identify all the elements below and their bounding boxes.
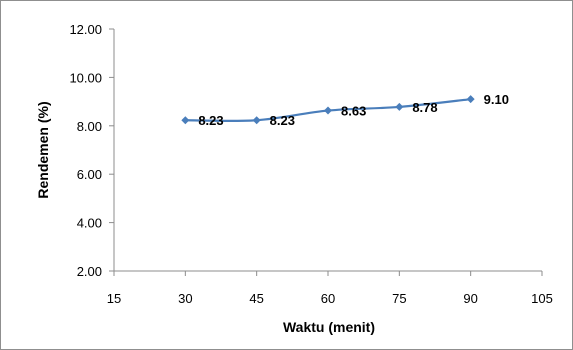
y-tick-label: 4.00 — [77, 216, 102, 231]
x-axis-ticks: 15 30 45 60 75 90 105 — [107, 271, 553, 306]
x-tick-label: 45 — [249, 291, 263, 306]
x-tick-label: 75 — [392, 291, 406, 306]
x-tick-label: 30 — [178, 291, 192, 306]
series-group: 8.23 8.23 8.63 8.78 9.10 — [181, 92, 509, 128]
data-point-marker — [181, 116, 190, 125]
data-point-marker — [324, 106, 332, 115]
data-point-marker — [395, 102, 404, 111]
data-point-marker — [252, 116, 261, 125]
data-label: 8.63 — [341, 104, 366, 119]
data-label: 8.23 — [198, 113, 223, 128]
data-label: 8.78 — [412, 100, 437, 115]
x-axis-title: Waktu (menit) — [283, 319, 375, 335]
y-tick-label: 6.00 — [77, 167, 102, 182]
x-tick-label: 90 — [463, 291, 477, 306]
y-tick-label: 2.00 — [77, 264, 102, 279]
y-tick-label: 8.00 — [77, 119, 102, 134]
data-label: 9.10 — [484, 92, 509, 107]
x-tick-label: 105 — [531, 291, 553, 306]
y-tick-label: 10.00 — [69, 70, 102, 85]
y-tick-label: 12.00 — [69, 22, 102, 37]
y-axis-ticks: 2.00 4.00 6.00 8.00 10.00 12.00 — [69, 22, 114, 279]
data-point-marker — [466, 95, 475, 104]
data-label: 8.23 — [270, 113, 295, 128]
x-tick-label: 60 — [321, 291, 335, 306]
y-axis-title: Rendemen (%) — [35, 101, 51, 198]
x-tick-label: 15 — [107, 291, 121, 306]
